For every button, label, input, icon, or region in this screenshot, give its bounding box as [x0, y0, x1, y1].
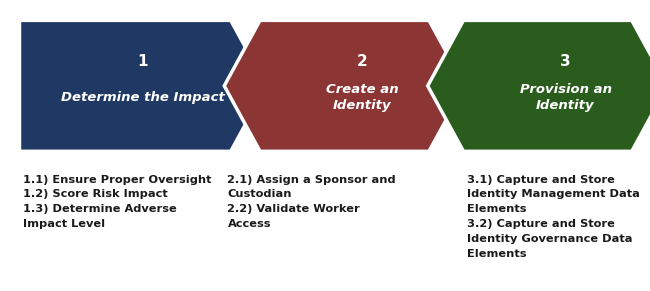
Text: Provision an
Identity: Provision an Identity — [519, 83, 612, 112]
Polygon shape — [20, 20, 266, 151]
Text: Determine the Impact: Determine the Impact — [61, 91, 225, 104]
Polygon shape — [428, 20, 650, 151]
Text: 3: 3 — [560, 54, 571, 69]
Polygon shape — [224, 20, 465, 151]
Text: Create an
Identity: Create an Identity — [326, 83, 398, 112]
Text: 3.1) Capture and Store
Identity Management Data
Elements
3.2) Capture and Store
: 3.1) Capture and Store Identity Manageme… — [467, 175, 640, 259]
Text: 2.1) Assign a Sponsor and
Custodian
2.2) Validate Worker
Access: 2.1) Assign a Sponsor and Custodian 2.2)… — [227, 175, 396, 229]
Text: 1.1) Ensure Proper Oversight
1.2) Score Risk Impact
1.3) Determine Adverse
Impac: 1.1) Ensure Proper Oversight 1.2) Score … — [23, 175, 211, 229]
Text: 1: 1 — [138, 54, 148, 69]
Text: 2: 2 — [357, 54, 368, 69]
